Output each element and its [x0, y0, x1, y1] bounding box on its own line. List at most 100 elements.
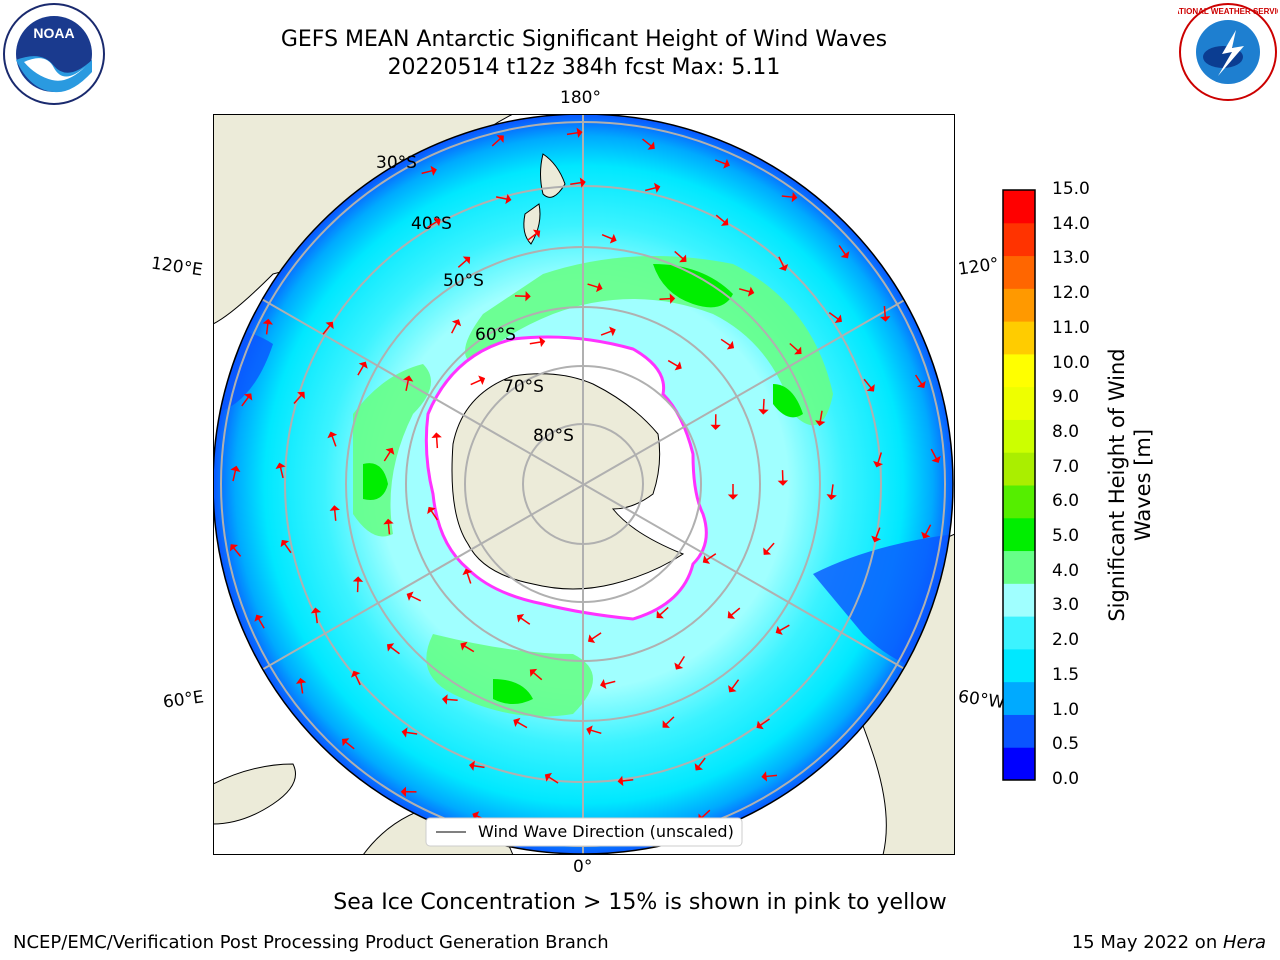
- wave-direction-arrow: [570, 181, 582, 186]
- wave-direction-arrowhead: [525, 291, 531, 302]
- wave-direction-arrow: [667, 359, 679, 367]
- wave-direction-arrowhead: [544, 772, 553, 782]
- wave-direction-arrow: [491, 138, 501, 147]
- wave-direction-arrow: [819, 410, 823, 422]
- wave-direction-arrowhead: [430, 165, 437, 176]
- wave-direction-arrow: [642, 138, 652, 147]
- colorbar-segment: [1003, 452, 1035, 486]
- wave-direction-arrow: [446, 698, 458, 702]
- colorbar-segment: [1003, 190, 1035, 224]
- wave-direction-arrow: [258, 618, 265, 629]
- wave-direction-arrow: [532, 671, 543, 681]
- wave-direction-arrow: [600, 330, 612, 336]
- colorbar-segment: [1003, 681, 1035, 715]
- wave-direction-arrow: [677, 655, 686, 667]
- colorbar-segment: [1003, 648, 1035, 683]
- wave-direction-arrow: [527, 232, 537, 241]
- wave-direction-arrow: [778, 256, 785, 268]
- colorbar-segment: [1003, 747, 1035, 781]
- wave-direction-arrowhead: [609, 326, 616, 337]
- wave-direction-arrowhead: [587, 634, 596, 644]
- wave-direction-arrow: [232, 470, 237, 482]
- wave-direction-arrow: [357, 365, 365, 376]
- wave-direction-arrow: [730, 607, 741, 616]
- wave-direction-arrowhead: [720, 217, 729, 226]
- wave-direction-arrow: [354, 674, 361, 686]
- wave-direction-arrowhead: [600, 678, 607, 690]
- wave-direction-arrow: [300, 682, 304, 694]
- wave-direction-arrowhead: [539, 336, 546, 348]
- wave-direction-arrowhead: [462, 568, 473, 576]
- wave-direction-arrowhead: [791, 191, 798, 203]
- wave-direction-arrow: [390, 646, 400, 655]
- wave-direction-arrow: [766, 542, 775, 552]
- wave-direction-arrow: [863, 378, 872, 389]
- wave-direction-arrowhead: [468, 760, 475, 771]
- wave-direction-arrow: [387, 523, 391, 535]
- wave-direction-arrow: [466, 572, 472, 584]
- wave-direction-arrow: [430, 510, 438, 521]
- wave-direction-arrow: [383, 451, 391, 462]
- footer-left: NCEP/EMC/Verification Post Processing Pr…: [13, 932, 609, 953]
- wave-direction-arrow: [587, 283, 599, 289]
- wave-direction-arrowhead: [710, 424, 721, 430]
- wave-direction-arrowhead: [442, 694, 448, 705]
- wave-direction-arrowhead: [674, 361, 682, 371]
- wave-direction-arrow: [697, 757, 706, 768]
- wave-direction-arrowhead: [679, 254, 687, 263]
- wave-direction-arrow: [877, 452, 883, 464]
- wave-direction-arrowhead: [654, 182, 661, 193]
- colorbar-segment: [1003, 419, 1035, 453]
- wave-direction-arrowhead: [880, 316, 891, 322]
- wave-direction-arrow: [659, 297, 671, 300]
- wave-direction-arrow: [706, 553, 717, 561]
- nws-logo-text: NATIONAL WEATHER SERVICE: [1178, 7, 1278, 16]
- wave-direction-arrowhead: [532, 229, 541, 238]
- wave-direction-arrowhead: [921, 531, 931, 539]
- wave-direction-arrowhead: [280, 539, 290, 548]
- wave-direction-arrowhead: [229, 544, 238, 552]
- wave-direction-arrow: [495, 196, 508, 200]
- wave-direction-arrowhead: [758, 409, 769, 415]
- wave-direction-arrowhead: [728, 685, 737, 693]
- wave-direction-arrowhead: [385, 447, 395, 455]
- wave-direction-arrowhead: [431, 432, 442, 438]
- wave-direction-arrowhead: [403, 375, 414, 382]
- wave-direction-arrow: [345, 741, 355, 750]
- lat-label-50s: 50°S: [443, 271, 484, 291]
- wave-direction-arrowhead: [834, 314, 842, 324]
- wave-direction-arrow: [241, 396, 250, 407]
- colorbar-segment: [1003, 583, 1035, 617]
- noaa-logo: NOAA: [3, 3, 105, 105]
- wave-direction-arrowhead: [586, 725, 593, 736]
- land-antarctica: [451, 373, 685, 590]
- wave-direction-arrow: [659, 606, 669, 616]
- wave-direction-arrow: [701, 809, 711, 819]
- wave-direction-arrowhead: [243, 393, 253, 401]
- wave-direction-arrow: [315, 612, 318, 624]
- title-line-2: 20220514 t12z 384h fcst Max: 5.11: [387, 55, 781, 80]
- wave-direction-arrowhead: [761, 771, 768, 782]
- colorbar-segment: [1003, 550, 1035, 584]
- lon-label-120w: 120°: [956, 254, 1001, 280]
- colorbar-segment: [1003, 616, 1035, 650]
- footer-date: 15 May 2022 on: [1071, 932, 1223, 953]
- wave-direction-arrowhead: [656, 610, 664, 619]
- wave-direction-arrow: [322, 325, 331, 335]
- wave-direction-arrow: [529, 341, 541, 345]
- colorbar: [1002, 189, 1036, 781]
- wave-direction-arrowhead: [460, 641, 468, 651]
- wave-direction-arrow: [406, 731, 418, 735]
- wind-wave-arrows: [229, 127, 941, 839]
- wave-direction-arrowhead: [674, 662, 684, 670]
- lon-label-60w: 60°W: [956, 686, 1007, 714]
- wave-direction-arrowhead: [826, 494, 837, 500]
- wave-direction-arrowhead: [295, 677, 307, 684]
- wave-direction-arrowhead: [917, 380, 926, 389]
- colorbar-tick-label: 0.5: [1052, 734, 1080, 755]
- wave-direction-arrowhead: [727, 610, 736, 619]
- colorbar-tick-label: 1.5: [1052, 664, 1080, 685]
- colorbar-tick-label: 7.0: [1052, 456, 1080, 477]
- wave-direction-arrowhead: [406, 591, 414, 601]
- wave-direction-arrow: [759, 718, 770, 726]
